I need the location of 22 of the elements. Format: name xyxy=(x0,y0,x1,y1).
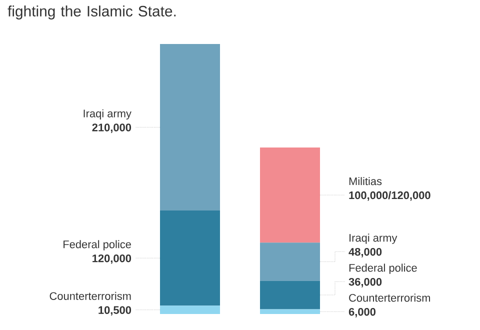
data-label: 100,000/120,000 xyxy=(349,191,430,201)
data-label: 6,000 xyxy=(348,308,376,318)
text: Federal police xyxy=(349,264,417,274)
bar xyxy=(160,306,220,314)
data-label: 120,000 xyxy=(92,254,132,264)
bar xyxy=(260,242,320,281)
data-label: 48,000 xyxy=(348,248,382,258)
bar xyxy=(260,309,320,314)
chart-title: fighting the Islamic State. xyxy=(8,6,176,20)
bar xyxy=(160,44,220,211)
text: Iraqi army xyxy=(350,234,398,244)
bar xyxy=(160,210,220,306)
bar xyxy=(260,280,320,310)
text: Militias xyxy=(349,177,382,186)
text: Iraqi army xyxy=(84,109,132,120)
data-label: 210,000 xyxy=(92,124,132,133)
bar xyxy=(260,147,320,243)
data-label: 10,500 xyxy=(98,306,132,316)
text: Counterterrorism xyxy=(349,294,430,302)
data-label: 36,000 xyxy=(348,278,382,288)
text: Counterterrorism xyxy=(50,292,131,300)
text: Federal police xyxy=(64,240,131,250)
